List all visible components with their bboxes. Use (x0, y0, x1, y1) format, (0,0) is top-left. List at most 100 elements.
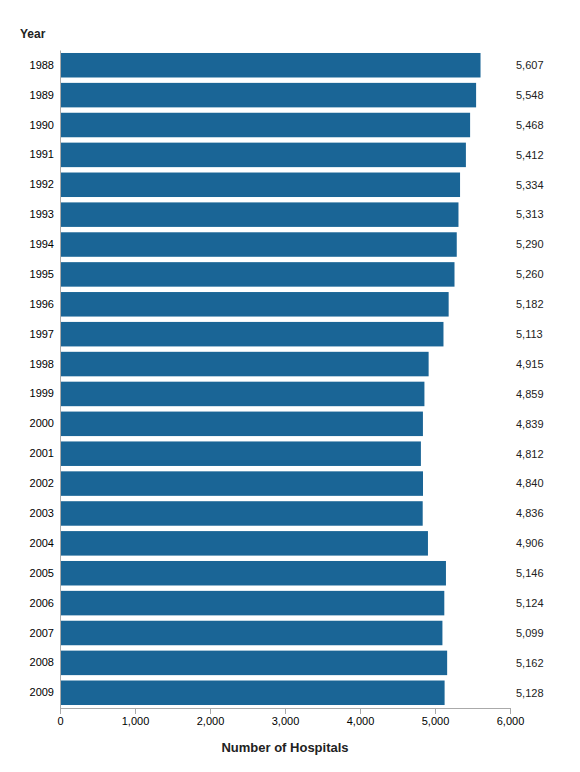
y-tick-label: 1997 (30, 328, 54, 340)
y-tick-label: 1990 (30, 119, 54, 131)
y-tick: 1996 (30, 298, 54, 310)
x-tick-mark (285, 708, 286, 714)
y-tick-label: 1994 (30, 238, 54, 250)
y-tick-label: 2008 (30, 656, 54, 668)
bar (60, 681, 445, 706)
x-axis-line (61, 709, 511, 715)
y-tick-label: 2007 (30, 627, 54, 639)
x-tick-label: 1,000 (122, 715, 150, 727)
data-label: 5,468 (516, 119, 544, 131)
data-label: 5,182 (516, 298, 544, 310)
y-tick-label: 1989 (30, 89, 54, 101)
bar (60, 471, 423, 496)
y-tick-label: 1995 (30, 268, 54, 280)
x-tick-mark (435, 708, 436, 714)
data-label: 5,290 (516, 238, 544, 250)
bar (60, 113, 470, 138)
y-tick-label: 2001 (30, 447, 54, 459)
x-tick-mark (360, 708, 361, 714)
y-axis-line (60, 51, 61, 709)
bar (60, 501, 423, 526)
x-tick-mark (510, 708, 511, 714)
y-tick: 1995 (30, 268, 54, 280)
y-tick-label: 1998 (30, 358, 54, 370)
bar (60, 591, 444, 616)
bar (60, 262, 455, 287)
data-label: 4,839 (516, 418, 544, 430)
y-tick-label: 2002 (30, 477, 54, 489)
data-label: 5,099 (516, 627, 544, 639)
bar (60, 561, 446, 586)
data-label: 4,859 (516, 388, 544, 400)
data-label: 5,128 (516, 687, 544, 699)
x-tick: 3,000 (272, 708, 300, 727)
y-tick: 2007 (30, 627, 54, 639)
y-tick: 2002 (30, 477, 54, 489)
y-tick-label: 2000 (30, 417, 54, 429)
y-tick: 1991 (30, 148, 54, 160)
chart: 01,0002,0003,0004,0005,0006,000198819891… (0, 0, 580, 772)
y-tick-label: 1988 (30, 59, 54, 71)
bar (60, 531, 428, 556)
data-label: 4,915 (516, 358, 544, 370)
data-label: 5,313 (516, 208, 544, 220)
bar (60, 412, 423, 437)
x-tick-label: 6,000 (497, 715, 525, 727)
data-label: 5,260 (516, 268, 544, 280)
bars (60, 53, 481, 705)
data-label: 4,840 (516, 477, 544, 489)
x-tick-mark (210, 708, 211, 714)
y-tick: 2001 (30, 447, 54, 459)
x-tick-label: 5,000 (422, 715, 450, 727)
x-tick-label: 2,000 (197, 715, 225, 727)
y-tick: 2005 (30, 567, 54, 579)
x-tick: 2,000 (197, 708, 225, 727)
bar (60, 143, 466, 168)
data-labels: 5,6075,5485,4685,4125,3345,3135,2905,260… (516, 59, 544, 699)
data-label: 5,113 (516, 328, 543, 340)
x-axis: 0 1,000 2,000 3,000 4,000 5,000 6,000 (57, 708, 524, 727)
x-tick: 5,000 (422, 708, 450, 727)
plot: 01,0002,0003,0004,0005,0006,000198819891… (20, 27, 544, 755)
y-tick: 1998 (30, 358, 54, 370)
y-tick: 2004 (30, 537, 54, 549)
y-tick: 2008 (30, 656, 54, 668)
y-tick: 2000 (30, 417, 54, 429)
bar (60, 651, 447, 676)
y-tick: 1990 (30, 119, 54, 131)
y-tick: 1988 (30, 59, 54, 71)
bar (60, 441, 421, 466)
x-tick: 0 (57, 708, 63, 727)
y-tick: 1994 (30, 238, 54, 250)
data-label: 5,124 (516, 597, 544, 609)
y-tick-label: 2005 (30, 567, 54, 579)
x-tick-mark (60, 708, 61, 714)
bar (60, 621, 442, 646)
data-label: 5,412 (516, 149, 544, 161)
y-tick: 2003 (30, 507, 54, 519)
bar (60, 382, 424, 407)
y-tick-label: 2004 (30, 537, 54, 549)
data-label: 5,162 (516, 657, 544, 669)
y-axis-title: Year (20, 27, 46, 41)
y-tick-label: 1996 (30, 298, 54, 310)
y-tick-label: 1992 (30, 178, 54, 190)
y-axis: 1988 1989 1990 1991 1992 1993 1994 1995 1996 1997… (30, 51, 61, 709)
data-label: 4,836 (516, 507, 544, 519)
data-label: 5,334 (516, 179, 544, 191)
y-tick: 1993 (30, 208, 54, 220)
x-tick-label: 0 (57, 715, 63, 727)
x-tick: 6,000 (497, 708, 525, 727)
bar (60, 232, 457, 257)
y-tick: 1999 (30, 387, 54, 399)
y-tick: 1989 (30, 89, 54, 101)
y-tick: 1997 (30, 328, 54, 340)
x-tick: 1,000 (122, 708, 150, 727)
data-label: 4,906 (516, 537, 544, 549)
data-label: 4,812 (516, 448, 544, 460)
bar (60, 53, 481, 78)
x-tick: 4,000 (347, 708, 375, 727)
y-tick-label: 2006 (30, 597, 54, 609)
x-tick-mark (135, 708, 136, 714)
x-tick-label: 4,000 (347, 715, 375, 727)
